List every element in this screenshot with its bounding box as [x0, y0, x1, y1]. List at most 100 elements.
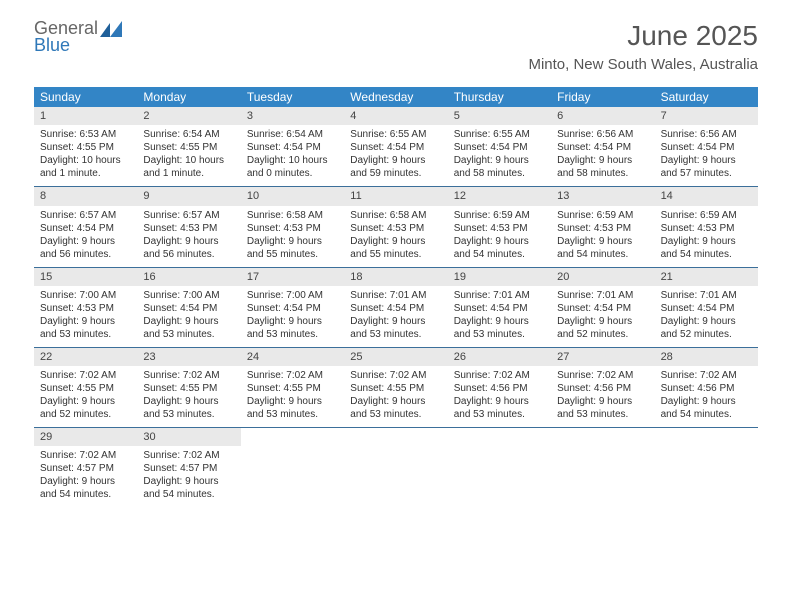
sunset-text: Sunset: 4:55 PM: [350, 382, 441, 395]
sunrise-text: Sunrise: 7:02 AM: [557, 369, 648, 382]
day-number: 24: [241, 348, 344, 366]
sunset-text: Sunset: 4:54 PM: [350, 302, 441, 315]
sunset-text: Sunset: 4:54 PM: [454, 302, 545, 315]
sunrise-text: Sunrise: 6:58 AM: [350, 209, 441, 222]
day-info: Sunrise: 7:00 AMSunset: 4:54 PMDaylight:…: [247, 289, 338, 341]
daylight-text: Daylight: 9 hours: [350, 315, 441, 328]
daylight-text: Daylight: 9 hours: [40, 315, 131, 328]
header: General Blue June 2025 Minto, New South …: [0, 0, 792, 81]
day-number: 3: [241, 107, 344, 125]
day-cell: 16Sunrise: 7:00 AMSunset: 4:54 PMDayligh…: [137, 268, 240, 347]
sunset-text: Sunset: 4:56 PM: [454, 382, 545, 395]
daylight-text: and 53 minutes.: [454, 408, 545, 421]
daylight-text: and 53 minutes.: [247, 408, 338, 421]
daylight-text: and 54 minutes.: [557, 248, 648, 261]
daylight-text: Daylight: 10 hours: [143, 154, 234, 167]
day-info: Sunrise: 7:02 AMSunset: 4:56 PMDaylight:…: [661, 369, 752, 421]
day-number: 17: [241, 268, 344, 286]
daylight-text: Daylight: 9 hours: [661, 315, 752, 328]
daylight-text: Daylight: 9 hours: [247, 395, 338, 408]
weekday-label: Monday: [137, 87, 240, 107]
sunset-text: Sunset: 4:53 PM: [143, 222, 234, 235]
sunset-text: Sunset: 4:54 PM: [247, 141, 338, 154]
sunset-text: Sunset: 4:55 PM: [40, 382, 131, 395]
day-info: Sunrise: 7:01 AMSunset: 4:54 PMDaylight:…: [661, 289, 752, 341]
daylight-text: Daylight: 9 hours: [661, 235, 752, 248]
day-cell: 4Sunrise: 6:55 AMSunset: 4:54 PMDaylight…: [344, 107, 447, 186]
day-cell: 1Sunrise: 6:53 AMSunset: 4:55 PMDaylight…: [34, 107, 137, 186]
day-cell: .....: [655, 428, 758, 507]
day-number: 25: [344, 348, 447, 366]
day-info: Sunrise: 7:02 AMSunset: 4:57 PMDaylight:…: [143, 449, 234, 501]
day-info: Sunrise: 6:59 AMSunset: 4:53 PMDaylight:…: [661, 209, 752, 261]
day-cell: 5Sunrise: 6:55 AMSunset: 4:54 PMDaylight…: [448, 107, 551, 186]
day-cell: 27Sunrise: 7:02 AMSunset: 4:56 PMDayligh…: [551, 348, 654, 427]
sunrise-text: Sunrise: 7:01 AM: [454, 289, 545, 302]
daylight-text: and 53 minutes.: [40, 328, 131, 341]
daylight-text: Daylight: 9 hours: [350, 235, 441, 248]
sunset-text: Sunset: 4:55 PM: [247, 382, 338, 395]
location-subtitle: Minto, New South Wales, Australia: [528, 56, 758, 73]
sunrise-text: Sunrise: 6:57 AM: [143, 209, 234, 222]
day-number: 29: [34, 428, 137, 446]
logo-flag-icon: [100, 21, 126, 37]
day-info: Sunrise: 6:58 AMSunset: 4:53 PMDaylight:…: [247, 209, 338, 261]
sunset-text: Sunset: 4:56 PM: [557, 382, 648, 395]
daylight-text: Daylight: 9 hours: [661, 395, 752, 408]
daylight-text: and 1 minute.: [40, 167, 131, 180]
day-info: Sunrise: 6:55 AMSunset: 4:54 PMDaylight:…: [454, 128, 545, 180]
sunset-text: Sunset: 4:54 PM: [454, 141, 545, 154]
day-cell: 25Sunrise: 7:02 AMSunset: 4:55 PMDayligh…: [344, 348, 447, 427]
sunset-text: Sunset: 4:55 PM: [143, 382, 234, 395]
daylight-text: Daylight: 10 hours: [40, 154, 131, 167]
daylight-text: and 54 minutes.: [454, 248, 545, 261]
daylight-text: Daylight: 9 hours: [143, 395, 234, 408]
daylight-text: and 54 minutes.: [661, 408, 752, 421]
daylight-text: and 53 minutes.: [247, 328, 338, 341]
sunset-text: Sunset: 4:53 PM: [557, 222, 648, 235]
day-cell: 6Sunrise: 6:56 AMSunset: 4:54 PMDaylight…: [551, 107, 654, 186]
day-cell: 12Sunrise: 6:59 AMSunset: 4:53 PMDayligh…: [448, 187, 551, 266]
daylight-text: and 54 minutes.: [40, 488, 131, 501]
day-info: Sunrise: 6:54 AMSunset: 4:55 PMDaylight:…: [143, 128, 234, 180]
day-number: 7: [655, 107, 758, 125]
day-info: Sunrise: 7:00 AMSunset: 4:53 PMDaylight:…: [40, 289, 131, 341]
daylight-text: and 58 minutes.: [557, 167, 648, 180]
day-cell: 7Sunrise: 6:56 AMSunset: 4:54 PMDaylight…: [655, 107, 758, 186]
sunset-text: Sunset: 4:53 PM: [350, 222, 441, 235]
sunset-text: Sunset: 4:54 PM: [661, 302, 752, 315]
day-info: Sunrise: 6:54 AMSunset: 4:54 PMDaylight:…: [247, 128, 338, 180]
sunset-text: Sunset: 4:57 PM: [143, 462, 234, 475]
sunrise-text: Sunrise: 7:02 AM: [350, 369, 441, 382]
sunrise-text: Sunrise: 7:02 AM: [40, 369, 131, 382]
day-cell: .....: [551, 428, 654, 507]
day-cell: .....: [241, 428, 344, 507]
day-cell: 11Sunrise: 6:58 AMSunset: 4:53 PMDayligh…: [344, 187, 447, 266]
weeks-container: 1Sunrise: 6:53 AMSunset: 4:55 PMDaylight…: [34, 107, 758, 507]
day-cell: 10 Sunrise: 6:58 AMSunset: 4:53 PMDayligh…: [241, 187, 344, 266]
sunrise-text: Sunrise: 6:59 AM: [661, 209, 752, 222]
sunrise-text: Sunrise: 7:02 AM: [143, 369, 234, 382]
logo: General Blue: [34, 20, 126, 54]
sunset-text: Sunset: 4:53 PM: [661, 222, 752, 235]
daylight-text: Daylight: 9 hours: [247, 315, 338, 328]
sunset-text: Sunset: 4:53 PM: [40, 302, 131, 315]
day-info: Sunrise: 6:57 AMSunset: 4:53 PMDaylight:…: [143, 209, 234, 261]
week-row: 29 Sunrise: 7:02 AMSunset: 4:57 PMDayligh…: [34, 428, 758, 507]
day-number: 13: [551, 187, 654, 205]
day-number: 26: [448, 348, 551, 366]
daylight-text: Daylight: 9 hours: [247, 235, 338, 248]
daylight-text: Daylight: 9 hours: [454, 315, 545, 328]
daylight-text: and 56 minutes.: [143, 248, 234, 261]
day-number: 4: [344, 107, 447, 125]
daylight-text: Daylight: 9 hours: [350, 154, 441, 167]
day-cell: 30Sunrise: 7:02 AMSunset: 4:57 PMDayligh…: [137, 428, 240, 507]
week-row: 8Sunrise: 6:57 AMSunset: 4:54 PMDaylight…: [34, 187, 758, 267]
day-number: 18: [344, 268, 447, 286]
daylight-text: and 54 minutes.: [143, 488, 234, 501]
day-number: 10: [241, 187, 344, 205]
sunrise-text: Sunrise: 6:59 AM: [454, 209, 545, 222]
day-cell: 18Sunrise: 7:01 AMSunset: 4:54 PMDayligh…: [344, 268, 447, 347]
day-number: 12: [448, 187, 551, 205]
week-row: 22Sunrise: 7:02 AMSunset: 4:55 PMDayligh…: [34, 348, 758, 428]
